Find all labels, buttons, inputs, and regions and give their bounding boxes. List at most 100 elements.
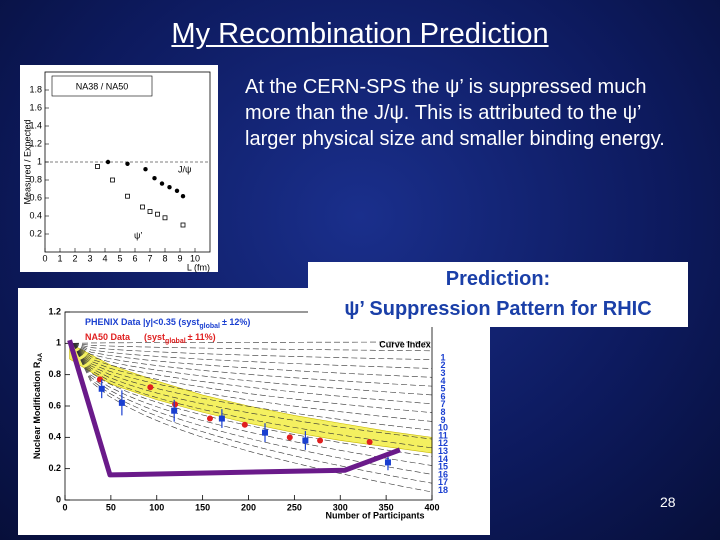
series-label: J/ψ [178, 164, 191, 174]
curve-index-label: 15 [438, 462, 448, 472]
phenix-point [98, 385, 105, 392]
jpsi-point [105, 159, 111, 165]
y-tick-label: 1.2 [29, 138, 42, 148]
phenix-point [262, 429, 269, 436]
model-curve [72, 343, 433, 387]
na50-point [206, 415, 213, 422]
model-curve [72, 343, 433, 352]
phenix-point [384, 459, 391, 466]
legend-sub: global [165, 338, 186, 345]
y-tick-label: 0.8 [48, 369, 61, 379]
na50-point [366, 439, 373, 446]
y-tick-label: 1 [56, 338, 61, 348]
curve-index-label: 5 [440, 384, 445, 394]
psi-point [125, 193, 130, 199]
prediction-line [67, 339, 401, 478]
na50-point [147, 384, 154, 391]
model-curve [72, 343, 433, 466]
y-tick-label: 0.8 [29, 174, 42, 184]
x-tick-label: 7 [147, 253, 152, 263]
model-curve [72, 343, 433, 493]
na50-point [317, 437, 324, 444]
legend-entry: NA50 Data (systglobal ± 11%) [85, 332, 216, 344]
psi-point [95, 164, 100, 169]
jpsi-point [152, 176, 157, 181]
psi-point [155, 211, 160, 217]
model-curve [72, 343, 433, 484]
curve-index-label: 10 [438, 423, 448, 433]
y-tick-label: 1.8 [29, 84, 42, 94]
x-tick-label: 150 [195, 502, 210, 512]
y-axis-label: Nuclear Modification RAA [32, 352, 43, 459]
na50-point [286, 434, 293, 441]
y-tick-label: 0.6 [48, 400, 61, 410]
model-curve [72, 343, 433, 431]
phenix-point [302, 437, 309, 444]
model-curve [72, 343, 433, 360]
model-curve [72, 343, 433, 405]
y-axis-label: Measured / Expected [22, 119, 32, 204]
jpsi-point [174, 188, 180, 193]
model-curve [72, 343, 433, 475]
curve-index-label: 6 [440, 391, 445, 401]
legend-text: ± 12%) [222, 317, 250, 327]
curve-index-label: 17 [438, 477, 448, 487]
curve-index-label: 18 [438, 485, 448, 495]
y-tick-label: 0.4 [29, 210, 42, 220]
na50-point [241, 421, 248, 428]
curve-index-label: 11 [438, 430, 448, 440]
y-axis-label-text: Nuclear Modification R [32, 361, 42, 459]
x-tick-label: 350 [379, 502, 394, 512]
phenix-point [118, 399, 125, 406]
curve-index-label: 8 [440, 407, 445, 417]
psi-point [140, 204, 145, 210]
y-tick-label: 0.2 [48, 463, 61, 473]
inset-label: NA38 / NA50 [76, 81, 129, 91]
x-tick-label: 1 [57, 253, 62, 263]
jpsi-point [180, 194, 186, 199]
curve-index-label: 3 [440, 368, 445, 378]
phenix-point [218, 415, 225, 422]
psi-point [147, 209, 153, 214]
model-curve [72, 343, 433, 369]
na50-point [172, 401, 179, 408]
y-tick-label: 1.4 [29, 120, 42, 130]
curve-index-label: 13 [438, 446, 448, 456]
model-curve [72, 341, 433, 344]
x-tick-label: 400 [424, 502, 439, 512]
jpsi-point [167, 185, 172, 190]
jpsi-point [143, 167, 148, 172]
x-tick-label: 50 [106, 502, 116, 512]
y-tick-label: 0.2 [29, 228, 42, 238]
x-tick-label: 4 [102, 253, 107, 263]
callout-line: ψ’ Suppression Pattern for RHIC [344, 298, 652, 320]
y-tick-label: 1.6 [29, 102, 42, 112]
jpsi-point [125, 161, 130, 166]
callout: Prediction: ψ’ Suppression Pattern for R… [308, 262, 688, 327]
legend-text: PHENIX Data |y|<0.35 (syst [85, 317, 199, 327]
phenix-point [171, 407, 178, 414]
curve-index-label: 1 [440, 352, 445, 362]
x-tick-label: 8 [162, 253, 167, 263]
legend-text: (syst [144, 332, 165, 342]
curve-index-label: 7 [440, 399, 445, 409]
psi-point [110, 177, 115, 183]
curve-index-label: 14 [438, 454, 448, 464]
jpsi-point [159, 181, 165, 186]
x-tick-label: 0 [42, 253, 47, 263]
y-axis-label-sub: AA [38, 352, 44, 361]
curve-index-label: 16 [438, 469, 448, 479]
x-tick-label: 2 [72, 253, 77, 263]
model-curve [72, 343, 433, 378]
curve-index-label: 4 [440, 376, 445, 386]
inset-panel [20, 65, 218, 272]
curve-index-label: 12 [438, 438, 448, 448]
y-tick-label: 1.2 [48, 306, 61, 316]
x-tick-label: 10 [190, 253, 200, 263]
x-tick-label: 300 [333, 502, 348, 512]
x-tick-label: 200 [241, 502, 256, 512]
y-tick-label: 0 [56, 494, 61, 504]
curve-index-label: 2 [440, 360, 445, 370]
model-curve [72, 343, 433, 449]
